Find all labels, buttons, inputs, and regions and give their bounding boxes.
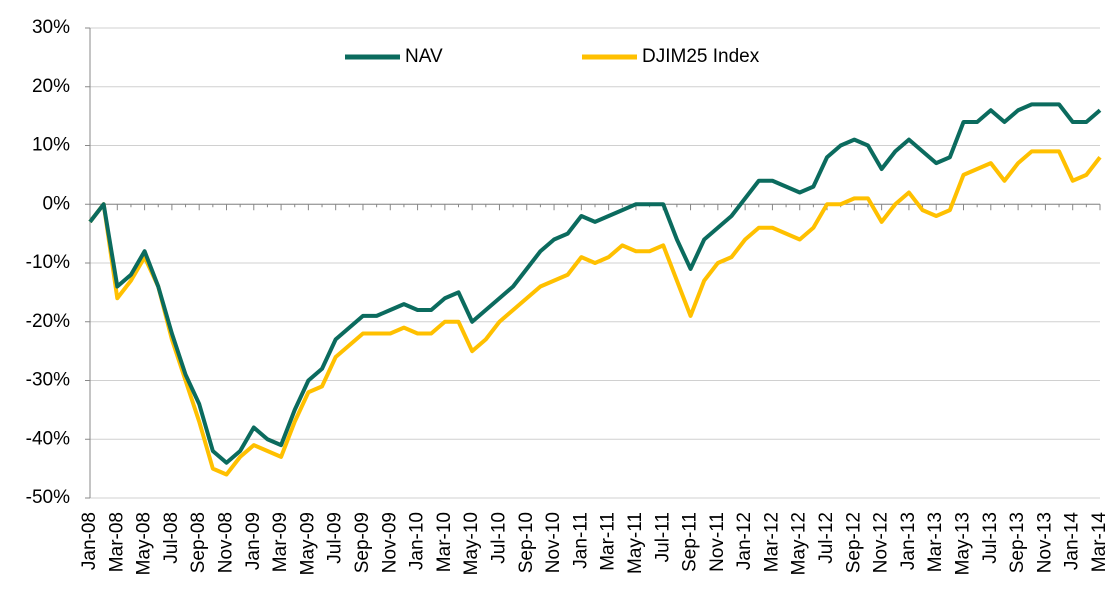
x-tick-label: Mar-08 xyxy=(106,512,127,572)
x-tick-label: Nov-12 xyxy=(871,512,892,573)
y-tick-label: 10% xyxy=(32,135,70,156)
legend-label: DJIM25 Index xyxy=(642,46,760,67)
x-tick-label: Sep-12 xyxy=(843,512,864,573)
y-tick-label: -50% xyxy=(26,487,70,508)
x-tick-label: May-08 xyxy=(134,512,155,575)
x-tick-label: May-10 xyxy=(461,512,482,575)
x-tick-label: May-09 xyxy=(297,512,318,575)
x-tick-label: Jul-13 xyxy=(980,512,1001,564)
x-tick-label: Jan-14 xyxy=(1062,512,1083,571)
y-tick-label: 0% xyxy=(43,193,71,214)
x-tick-label: Jul-09 xyxy=(325,512,346,564)
y-tick-label: -30% xyxy=(26,370,70,391)
x-tick-label: Sep-11 xyxy=(680,512,701,572)
x-tick-label: Jan-12 xyxy=(734,512,755,570)
x-tick-label: May-12 xyxy=(789,512,810,575)
x-tick-label: May-11 xyxy=(625,512,646,574)
x-tick-label: Jan-09 xyxy=(243,512,264,570)
x-tick-label: Mar-13 xyxy=(925,512,946,572)
y-tick-label: -40% xyxy=(26,428,70,449)
x-tick-label: Jan-10 xyxy=(407,512,428,570)
legend-label: NAV xyxy=(405,46,443,67)
x-tick-label: May-13 xyxy=(953,512,974,575)
x-tick-label: Mar-11 xyxy=(598,512,619,571)
x-tick-label: Sep-09 xyxy=(352,512,373,573)
x-tick-label: Jul-10 xyxy=(488,512,509,564)
x-tick-label: Mar-12 xyxy=(761,512,782,572)
x-tick-label: Jan-13 xyxy=(898,512,919,570)
y-tick-label: 20% xyxy=(32,76,70,97)
x-tick-label: Nov-09 xyxy=(379,512,400,573)
x-tick-label: Jan-11 xyxy=(570,512,591,569)
x-tick-label: Mar-09 xyxy=(270,512,291,572)
line-series xyxy=(88,102,1102,465)
y-tick-label: 30% xyxy=(32,17,70,38)
x-tick-label: Jul-11 xyxy=(652,512,673,562)
x-tick-label: Sep-13 xyxy=(1007,512,1028,573)
y-tick-label: -20% xyxy=(26,311,70,332)
x-tick-label: Nov-08 xyxy=(216,512,237,573)
x-tick-label: Nov-10 xyxy=(543,512,564,573)
x-tick-label: Sep-10 xyxy=(516,512,537,573)
x-tick-label: Mar-14 xyxy=(1089,512,1109,573)
x-tick-label: Jul-12 xyxy=(816,512,837,564)
x-tick-label: Nov-11 xyxy=(707,512,728,572)
y-tick-label: -10% xyxy=(26,252,70,273)
x-tick-label: Jul-08 xyxy=(161,512,182,564)
x-tick-label: Sep-08 xyxy=(188,512,209,573)
x-tick-label: Nov-13 xyxy=(1034,512,1055,573)
x-tick-label: Jan-08 xyxy=(79,512,100,570)
x-tick-label: Mar-10 xyxy=(434,512,455,572)
line-series xyxy=(88,149,1102,477)
